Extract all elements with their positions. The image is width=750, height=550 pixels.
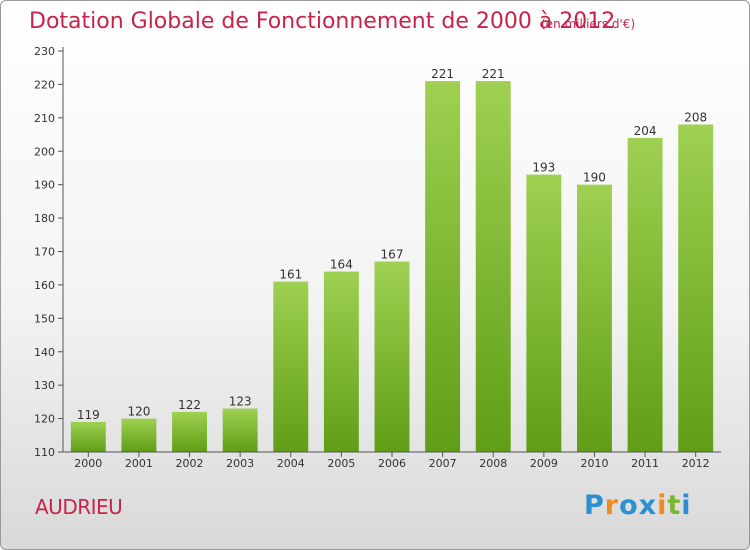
x-tick-label-2010: 2010 bbox=[580, 457, 608, 470]
x-tick-label-2005: 2005 bbox=[327, 457, 355, 470]
data-label-2002: 122 bbox=[178, 398, 201, 412]
y-tick-label: 180 bbox=[34, 212, 55, 225]
logo-letter: i bbox=[657, 490, 668, 521]
bar-2002 bbox=[172, 411, 208, 452]
data-label-2009: 193 bbox=[532, 161, 555, 175]
bar-2000 bbox=[70, 421, 106, 452]
bar-2006 bbox=[374, 261, 410, 452]
bar-2004 bbox=[273, 281, 309, 452]
y-tick-label: 170 bbox=[34, 246, 55, 259]
y-axis: 110 120 130 140 150 160 170 180 190 200 210 220 230 bbox=[34, 45, 64, 459]
data-label-2001: 120 bbox=[127, 405, 150, 419]
bar-2007 bbox=[425, 81, 461, 452]
data-label-2005: 164 bbox=[330, 258, 353, 272]
logo-letter: t bbox=[667, 490, 682, 521]
x-tick-label-2004: 2004 bbox=[277, 457, 305, 470]
x-tick-label-2001: 2001 bbox=[125, 457, 153, 470]
chart-subtitle: (en milliers d'€) bbox=[541, 17, 636, 31]
data-label-2008: 221 bbox=[482, 67, 505, 81]
data-label-2011: 204 bbox=[634, 124, 657, 138]
data-label-2000: 119 bbox=[77, 408, 100, 422]
bars: 119 120 122 123 161 164 167 221 221 193 190 204 208 bbox=[70, 67, 714, 453]
logo-letter: r bbox=[604, 490, 620, 521]
logo-letter: i bbox=[681, 490, 692, 521]
logo-letter: P bbox=[584, 490, 605, 521]
data-label-2006: 167 bbox=[381, 248, 404, 262]
commune-name: AUDRIEU bbox=[35, 495, 123, 519]
y-tick-label: 130 bbox=[34, 379, 55, 392]
bar-2009 bbox=[526, 174, 562, 452]
y-tick-label: 220 bbox=[34, 78, 55, 91]
x-tick-label-2012: 2012 bbox=[682, 457, 710, 470]
logo-letter: x bbox=[638, 490, 658, 521]
y-tick-label: 230 bbox=[34, 45, 55, 58]
data-label-2007: 221 bbox=[431, 67, 454, 81]
chart-title: Dotation Globale de Fonctionnement de 20… bbox=[29, 9, 616, 34]
y-tick-label: 160 bbox=[34, 279, 55, 292]
data-label-2004: 161 bbox=[279, 268, 302, 282]
y-tick-label: 200 bbox=[34, 145, 55, 158]
data-label-2012: 208 bbox=[684, 111, 707, 125]
y-tick-label: 140 bbox=[34, 346, 55, 359]
bar-2011 bbox=[627, 137, 663, 452]
x-tick-label-2009: 2009 bbox=[530, 457, 558, 470]
bar-2001 bbox=[121, 418, 157, 452]
x-tick-label-2000: 2000 bbox=[74, 457, 102, 470]
y-tick-label: 150 bbox=[34, 312, 55, 325]
y-tick-label: 120 bbox=[34, 413, 55, 426]
x-axis: 2000 2001 2002 2003 2004 2005 2006 2007 2008 2009… bbox=[63, 451, 721, 470]
x-tick-label-2008: 2008 bbox=[479, 457, 507, 470]
bar-2005 bbox=[323, 271, 359, 452]
data-label-2010: 190 bbox=[583, 171, 606, 185]
bar-2003 bbox=[222, 408, 258, 452]
logo-letter: o bbox=[619, 490, 639, 521]
y-tick-label: 110 bbox=[34, 446, 55, 459]
y-tick-label: 190 bbox=[34, 179, 55, 192]
bar-2008 bbox=[475, 81, 511, 452]
x-tick-label-2006: 2006 bbox=[378, 457, 406, 470]
x-tick-label-2011: 2011 bbox=[631, 457, 659, 470]
bar-2010 bbox=[576, 184, 612, 452]
y-tick-label: 210 bbox=[34, 112, 55, 125]
proxiti-logo[interactable]: Proxiti bbox=[584, 490, 692, 521]
x-tick-label-2003: 2003 bbox=[226, 457, 254, 470]
bar-2012 bbox=[678, 124, 714, 453]
x-tick-label-2007: 2007 bbox=[429, 457, 457, 470]
data-label-2003: 123 bbox=[229, 395, 252, 409]
x-tick-label-2002: 2002 bbox=[176, 457, 204, 470]
